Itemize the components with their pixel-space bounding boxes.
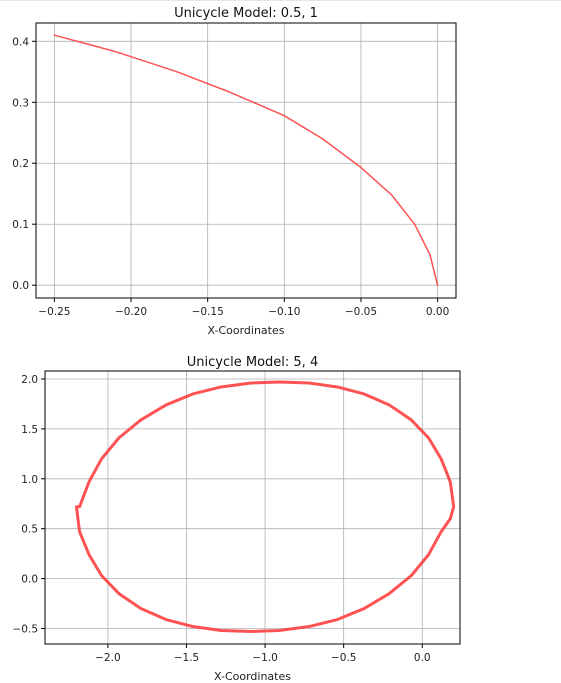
series-line [74, 380, 456, 634]
y-tick-label: 0.2 [12, 158, 29, 170]
series-line [53, 34, 439, 286]
y-tick-label: 2.0 [21, 374, 38, 386]
x-tick-label: 0.00 [426, 306, 449, 318]
x-axis-label: X-Coordinates [214, 670, 291, 683]
y-tick-label: 0.4 [12, 36, 29, 48]
x-tick-label: −2.0 [95, 652, 121, 664]
y-tick-label: 0.1 [12, 219, 29, 231]
y-tick-label: 0.5 [21, 524, 38, 536]
y-tick-label: −0.5 [13, 624, 39, 636]
y-tick-label: 1.0 [21, 474, 38, 486]
axes-frame [44, 370, 461, 645]
y-tick-label: 0.3 [12, 97, 29, 109]
chart-unicycle-5-4: −2.0 −1.5 −1.0 −0.5 0.0 −0.5 0.0 0.5 1.0 1.5 2.0 Un… [13, 355, 461, 683]
x-tick-label: 0.0 [414, 652, 431, 664]
chart-unicycle-0-5-1: −0.25 −0.20 −0.15 −0.10 −0.05 0.00 0.0 0.1 0.2 0.… [12, 6, 457, 337]
x-tick-label: −1.5 [174, 652, 200, 664]
x-tick-label: −1.0 [252, 652, 278, 664]
x-tick-label: −0.25 [38, 306, 70, 318]
y-tick-label: 0.0 [12, 280, 29, 292]
axes-frame [35, 22, 457, 299]
y-tick-label: 1.5 [21, 424, 38, 436]
x-tick-label: −0.05 [345, 306, 377, 318]
y-tick-label: 0.0 [21, 574, 38, 586]
x-axis-label: X-Coordinates [208, 324, 285, 337]
chart-title: Unicycle Model: 5, 4 [187, 355, 318, 370]
page-top-rule [0, 0, 561, 1]
x-tick-label: −0.20 [115, 306, 147, 318]
plot-area [45, 371, 460, 644]
x-tick-label: −0.5 [331, 652, 357, 664]
x-tick-label: −0.10 [268, 306, 300, 318]
x-tick-label: −0.15 [192, 306, 224, 318]
chart-title: Unicycle Model: 0.5, 1 [174, 6, 318, 21]
plot-area [36, 23, 456, 298]
